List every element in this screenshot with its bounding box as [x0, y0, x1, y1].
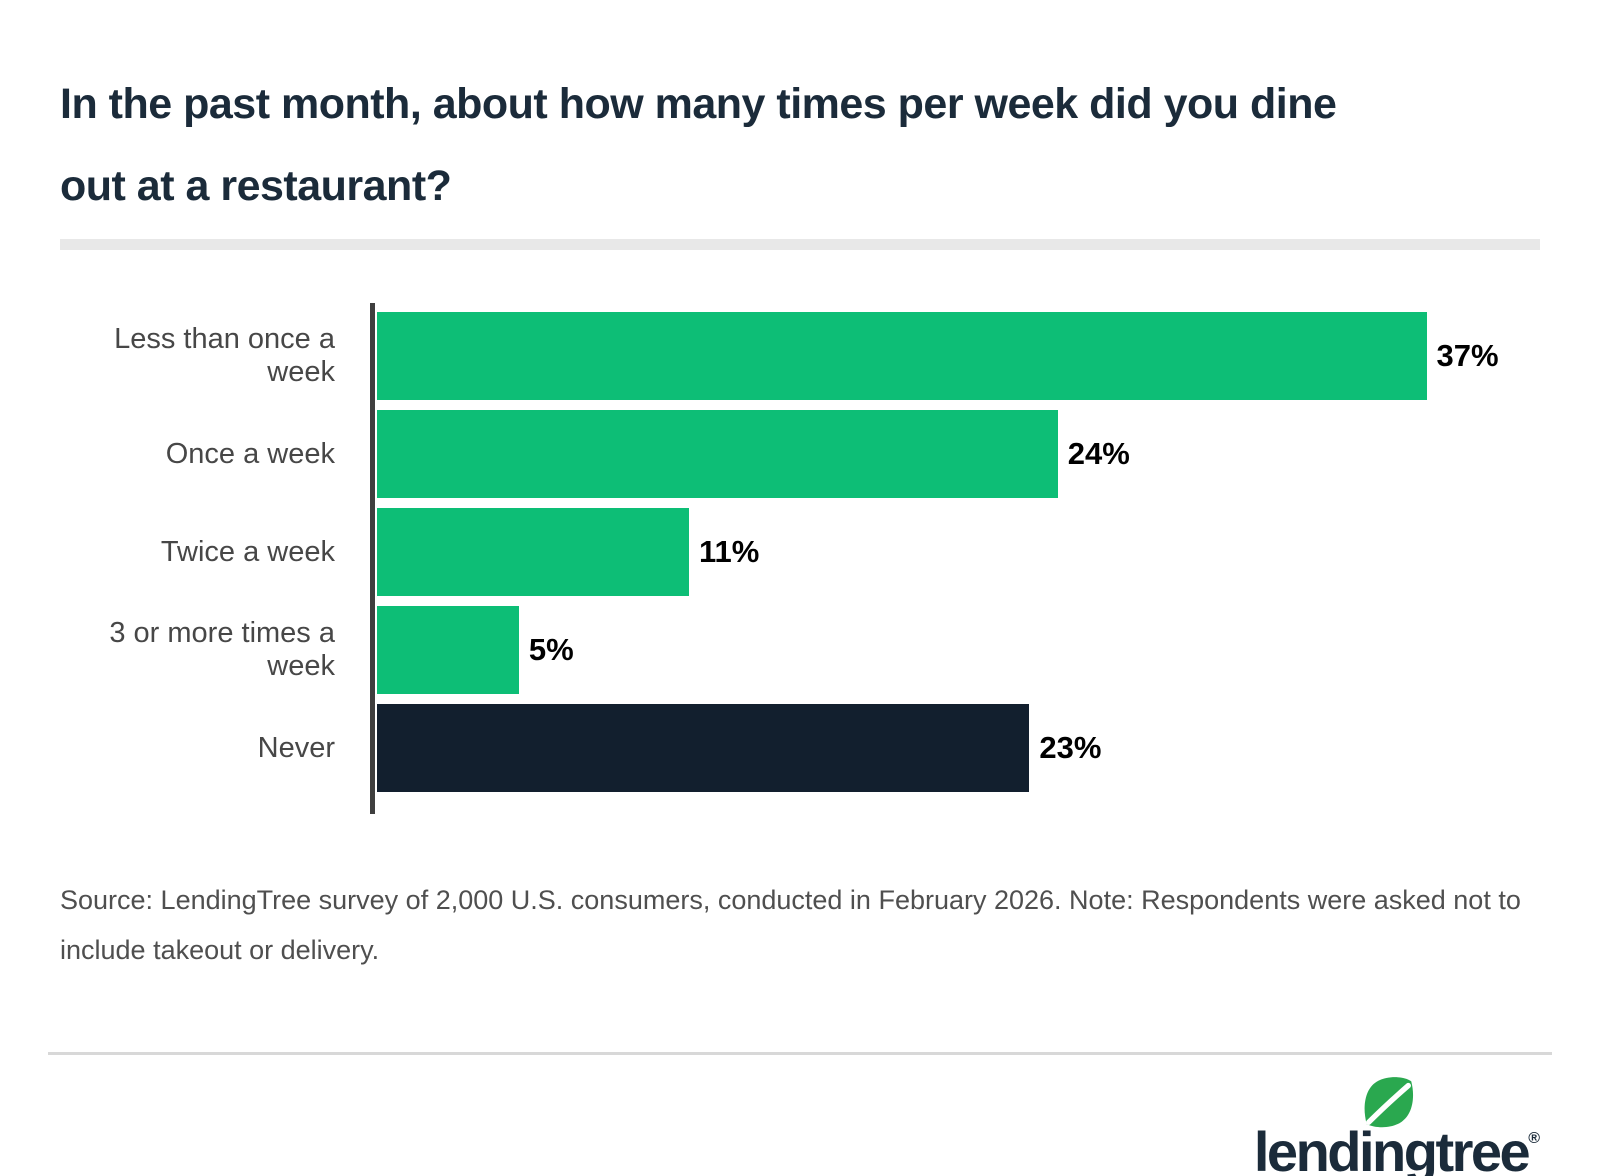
category-label: 3 or more times a week: [109, 617, 335, 683]
category-label: Less than once a week: [114, 323, 335, 389]
chart-row: Twice a week 11%: [60, 508, 1540, 597]
bar-track: 23%: [377, 704, 1540, 793]
chart-row: Less than once a week 37%: [60, 312, 1540, 401]
chart-row: Once a week 24%: [60, 410, 1540, 499]
title-divider: [60, 239, 1540, 251]
category-label: Twice a week: [160, 535, 335, 568]
bar-track: 11%: [377, 508, 1540, 597]
value-label: 24%: [1067, 436, 1130, 472]
chart-row: 3 or more times a week 5%: [60, 606, 1540, 695]
source-note: Source: LendingTree survey of 2,000 U.S.…: [60, 885, 1521, 966]
y-axis-line: [370, 303, 375, 815]
bar-track: 24%: [377, 410, 1540, 499]
bar-chart: Less than once a week 37% Once a week 24% Tw…: [60, 303, 1540, 815]
value-label: 5%: [528, 632, 574, 668]
leaf-icon: [1364, 1077, 1413, 1128]
bar: [377, 704, 1030, 793]
bar-track: 5%: [377, 606, 1540, 695]
lendingtree-logo: lendingtree®: [1253, 1077, 1540, 1176]
bar: [377, 606, 519, 695]
bar: [377, 410, 1058, 499]
value-label: 11%: [699, 534, 760, 570]
bar-track: 37%: [377, 312, 1540, 401]
logo-wordmark: lendingtree: [1253, 1120, 1531, 1176]
chart-title: In the past month, about how many times …: [60, 80, 1337, 210]
footer-divider: [48, 1052, 1552, 1056]
bar: [377, 508, 690, 597]
bar: [377, 312, 1427, 401]
category-label: Never: [257, 731, 335, 764]
category-label: Once a week: [165, 437, 335, 470]
chart-rows: Less than once a week 37% Once a week 24% Tw…: [60, 312, 1540, 793]
chart-row: Never 23%: [60, 704, 1540, 793]
value-label: 23%: [1039, 730, 1102, 766]
value-label: 37%: [1436, 338, 1499, 374]
registered-mark: ®: [1528, 1130, 1540, 1148]
infographic-page: In the past month, about how many times …: [0, 64, 1600, 1176]
